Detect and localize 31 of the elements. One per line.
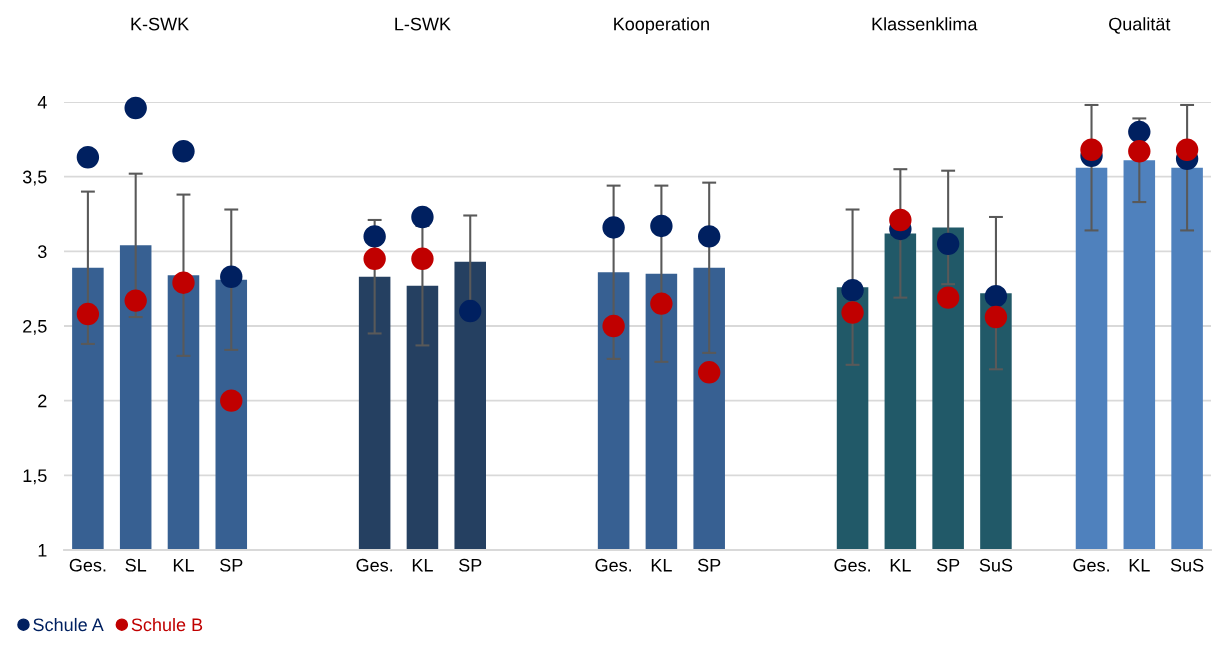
y-tick-label: 1 bbox=[38, 544, 47, 557]
y-tick-label: 3,5 bbox=[22, 170, 47, 186]
text: Qualität bbox=[1109, 17, 1171, 34]
x-tick-label: SuS bbox=[979, 558, 1013, 572]
x-tick-label: KL bbox=[412, 559, 433, 572]
y-tick-label: 2 bbox=[38, 394, 47, 408]
y-tick-label: 2,5 bbox=[23, 319, 47, 335]
legend-label: Schule A bbox=[33, 617, 104, 632]
x-tick-label: KL bbox=[1129, 559, 1150, 572]
y-tick-label: 3 bbox=[37, 245, 47, 259]
x-tick-label: Ges. bbox=[356, 558, 393, 572]
text: Klassenklima bbox=[872, 17, 978, 31]
x-tick-label: KL bbox=[890, 559, 911, 572]
x-tick-label: SL bbox=[125, 558, 147, 572]
x-tick-label: SP bbox=[220, 558, 243, 572]
x-tick-label: Ges. bbox=[595, 558, 632, 572]
x-tick-label: KL bbox=[651, 559, 672, 572]
x-tick-label: Ges. bbox=[69, 558, 106, 572]
x-tick-label: KL bbox=[173, 559, 194, 572]
x-tick-label: SuS bbox=[1170, 558, 1204, 572]
y-tick-label: 4 bbox=[37, 96, 47, 109]
x-tick-label: SP bbox=[459, 558, 482, 572]
x-tick-label: Ges. bbox=[1073, 558, 1109, 572]
legend-label: Schule B bbox=[131, 617, 203, 632]
x-tick-label: SP bbox=[697, 558, 721, 572]
x-tick-label: SP bbox=[936, 558, 960, 572]
y-tick-label: 1,5 bbox=[23, 469, 47, 485]
text: K-SWK bbox=[131, 17, 189, 31]
text: L-SWK bbox=[395, 17, 451, 31]
x-tick-label: Ges. bbox=[834, 558, 870, 572]
text: Kooperation bbox=[614, 17, 709, 35]
